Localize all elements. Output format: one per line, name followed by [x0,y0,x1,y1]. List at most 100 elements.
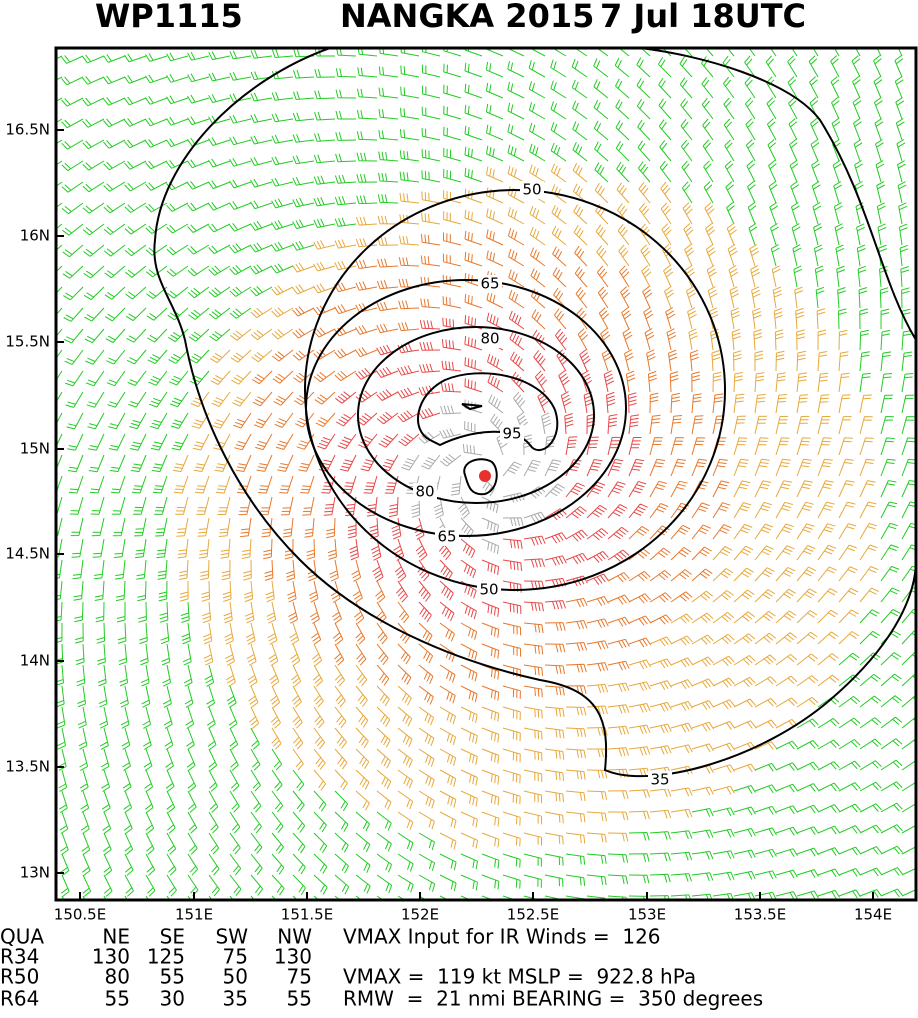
wind-barb [545,556,566,566]
wind-barb [252,371,272,384]
wind-barb [682,182,692,203]
wind-barb [188,52,209,60]
wind-barb [811,118,819,140]
wind-barb [671,788,692,796]
wind-barb [251,833,262,854]
wind-barb [755,677,776,686]
wind-barb [203,623,212,644]
wind-barb [465,126,482,140]
wind-barb [713,808,734,816]
wind-barb [290,644,299,666]
wind-barb [71,518,83,536]
wind-barb [534,350,546,371]
wind-barb [356,665,367,686]
wind-barb [692,416,703,434]
wind-barb [398,875,413,892]
wind-barb [776,892,797,900]
wind-barb [898,182,906,203]
wind-barb [482,875,499,890]
wind-barb [881,782,902,791]
wind-barb [293,177,314,185]
wind-barb [508,207,524,224]
wind-barb [335,875,349,894]
wind-barb [209,854,219,875]
wind-barb [357,153,377,161]
wind-barb [594,100,608,119]
wind-barb [704,182,713,203]
wind-barb [357,110,377,119]
wind-barb [272,875,284,895]
wind-barb [443,254,461,266]
lat-label: 16.5N [5,121,50,139]
wind-barb [421,299,440,309]
wind-barb [87,392,104,407]
wind-barb [839,567,858,581]
wind-barb [551,143,566,161]
wind-barb [734,546,753,560]
wind-barb [789,98,798,119]
wind-barb [377,302,398,311]
wind-barb [167,74,189,82]
wind-barb [272,157,293,165]
wind-barb [108,413,125,429]
wind-barb [335,686,345,707]
wind-barb [461,812,477,827]
wind-barb [776,784,798,792]
wind-barb [650,415,661,434]
wind-barb [356,833,370,852]
wind-barb [398,833,413,851]
wind-barb [459,497,470,518]
wind-barb [336,111,356,119]
wind-barb [728,245,737,267]
wind-barb [629,790,650,798]
wind-barb [263,539,272,559]
wind-barb [797,697,818,707]
wind-barb [419,581,431,602]
wind-barb [755,828,777,836]
wind-barb [734,786,755,794]
wind-barb [776,763,798,771]
wind-barb [749,224,757,246]
wind-barb [503,539,522,549]
wind-barb [551,81,566,98]
wind-barb [629,725,650,734]
wind-barb [814,245,822,266]
wind-barb [377,854,392,872]
wind-barb [641,245,650,266]
wind-barb [837,266,845,287]
wind-barb [629,747,650,756]
wind-barb [773,287,782,308]
wind-barb [734,481,750,497]
wind-barb [724,98,734,119]
wind-barb [272,833,284,854]
wind-barb [302,497,314,515]
wind-barb [104,161,125,170]
wind-barb [608,683,629,692]
wind-barb [251,157,272,165]
wind-barb [839,761,860,770]
wind-barb [877,182,885,203]
wind-barb [265,560,273,580]
wind-barb [189,329,209,341]
wind-barb [181,602,189,623]
wind-barb [440,833,456,849]
wind-barb [316,413,335,427]
wind-barb [328,539,336,560]
wind-barb [853,97,861,119]
wind-barb [246,623,255,644]
wind-barb [860,438,874,455]
wind-barb [551,164,566,182]
wind-barb [217,497,230,515]
wind-barb [797,546,815,561]
wind-barb [755,351,763,371]
wind-barb [482,812,499,827]
wind-barb [441,406,461,414]
wind-barb [78,707,86,728]
wind-barb [326,518,335,538]
wind-barb [692,744,714,752]
wind-barb [769,160,777,182]
contour-label: 50 [522,181,541,199]
wind-barb [650,593,671,602]
wind-barb [62,119,83,128]
